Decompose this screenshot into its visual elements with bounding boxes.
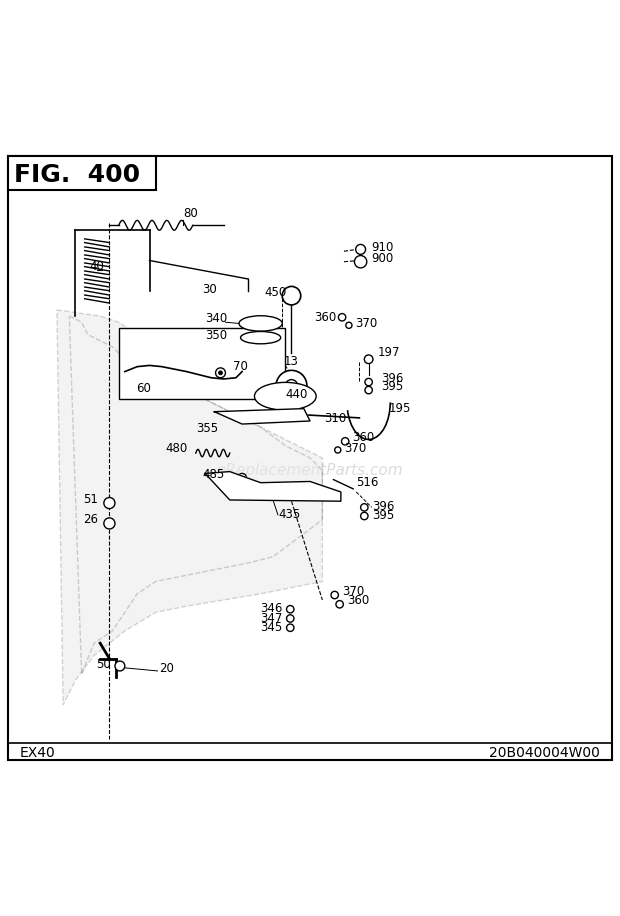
Text: 395: 395 xyxy=(372,509,394,522)
Text: 370: 370 xyxy=(342,585,365,598)
Circle shape xyxy=(104,497,115,508)
Text: eReplacementParts.com: eReplacementParts.com xyxy=(216,463,404,478)
Circle shape xyxy=(342,438,349,445)
Text: 40: 40 xyxy=(90,260,105,273)
Circle shape xyxy=(219,371,223,375)
Text: 350: 350 xyxy=(205,330,227,343)
Text: 910: 910 xyxy=(372,241,394,254)
Circle shape xyxy=(336,601,343,608)
Circle shape xyxy=(365,387,373,394)
Text: 516: 516 xyxy=(356,475,379,489)
Text: 450: 450 xyxy=(264,287,286,300)
Circle shape xyxy=(104,518,115,529)
Text: 395: 395 xyxy=(381,380,404,393)
Text: 13: 13 xyxy=(284,355,299,368)
Text: 20: 20 xyxy=(159,662,174,675)
Circle shape xyxy=(216,368,226,377)
Text: 347: 347 xyxy=(260,612,282,625)
Text: 30: 30 xyxy=(202,282,217,296)
Text: 360: 360 xyxy=(314,311,337,324)
Ellipse shape xyxy=(239,316,282,332)
Text: 80: 80 xyxy=(184,207,198,220)
Circle shape xyxy=(286,624,294,631)
Text: 310: 310 xyxy=(324,412,347,425)
Ellipse shape xyxy=(241,332,281,344)
Circle shape xyxy=(238,474,246,482)
Text: 346: 346 xyxy=(260,603,282,616)
Text: 480: 480 xyxy=(166,442,188,455)
Text: 197: 197 xyxy=(378,346,401,359)
Text: FIG.  400: FIG. 400 xyxy=(14,163,140,187)
Text: 370: 370 xyxy=(344,442,366,455)
Text: 900: 900 xyxy=(372,252,394,265)
Bar xyxy=(118,328,285,399)
Circle shape xyxy=(346,322,352,328)
Polygon shape xyxy=(205,472,341,501)
Polygon shape xyxy=(215,409,310,424)
Text: 20B040004W00: 20B040004W00 xyxy=(489,746,600,760)
Text: 485: 485 xyxy=(203,468,225,481)
Circle shape xyxy=(331,592,339,599)
Text: 396: 396 xyxy=(372,500,394,514)
Circle shape xyxy=(361,504,368,511)
Circle shape xyxy=(361,512,368,519)
Text: EX40: EX40 xyxy=(20,746,56,760)
Text: 360: 360 xyxy=(347,594,370,607)
Text: 440: 440 xyxy=(285,387,308,400)
Circle shape xyxy=(355,256,367,267)
Circle shape xyxy=(285,379,298,392)
Text: 51: 51 xyxy=(83,493,98,506)
Text: 195: 195 xyxy=(389,402,412,415)
Polygon shape xyxy=(57,310,322,705)
Text: 396: 396 xyxy=(381,372,404,385)
Circle shape xyxy=(276,370,307,401)
Circle shape xyxy=(365,378,373,386)
Text: 26: 26 xyxy=(82,514,98,527)
Ellipse shape xyxy=(254,382,316,410)
Text: 70: 70 xyxy=(233,360,248,374)
Text: 435: 435 xyxy=(278,508,300,521)
Circle shape xyxy=(365,354,373,364)
Text: 370: 370 xyxy=(355,317,378,330)
Circle shape xyxy=(282,287,301,305)
Bar xyxy=(7,156,156,190)
Text: 360: 360 xyxy=(352,431,374,444)
Circle shape xyxy=(339,313,346,321)
Text: 60: 60 xyxy=(136,382,151,395)
Circle shape xyxy=(115,661,125,671)
Circle shape xyxy=(356,245,366,255)
Text: 345: 345 xyxy=(260,621,282,634)
Text: 50: 50 xyxy=(97,658,111,671)
Circle shape xyxy=(286,615,294,622)
Circle shape xyxy=(286,605,294,613)
Text: 355: 355 xyxy=(196,422,218,435)
Circle shape xyxy=(335,447,341,453)
Text: 340: 340 xyxy=(205,312,228,325)
